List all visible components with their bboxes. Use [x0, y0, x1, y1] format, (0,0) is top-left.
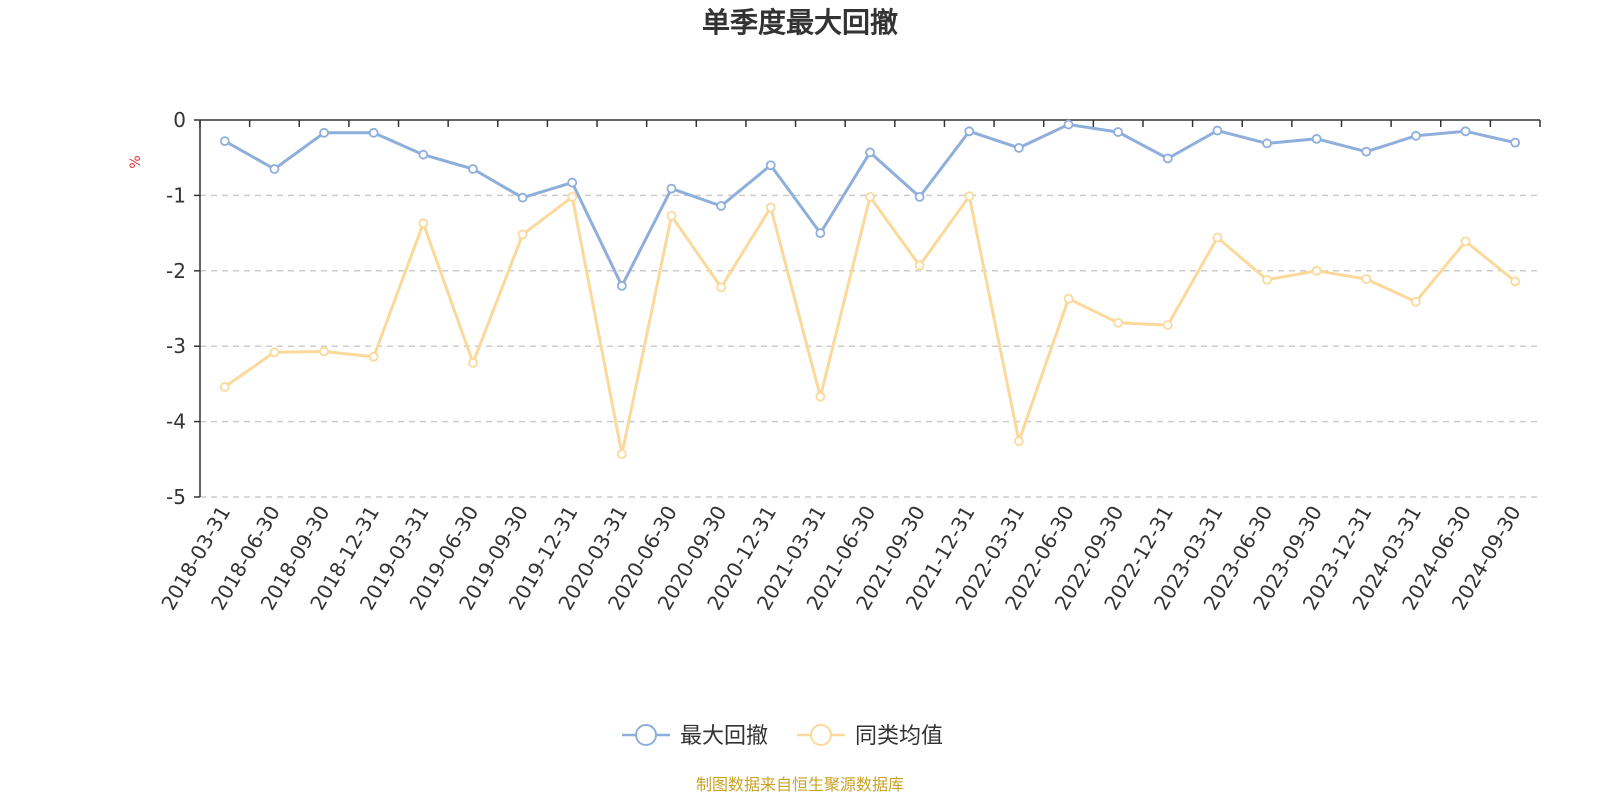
data-point: [567, 192, 578, 202]
data-point: [1212, 125, 1223, 136]
chart-title: 单季度最大回撤: [702, 6, 898, 39]
data-point: [1212, 232, 1223, 243]
data-point: [815, 228, 826, 239]
data-point: [1460, 236, 1471, 247]
data-point: [1510, 276, 1521, 287]
y-tick-label: -3: [166, 334, 186, 358]
data-point: [1411, 130, 1421, 141]
data-point: [666, 210, 677, 221]
data-point: [1063, 293, 1074, 304]
data-point: [219, 382, 230, 392]
data-point: [914, 192, 925, 202]
data-point: [1162, 153, 1173, 164]
data-point: [1460, 126, 1471, 137]
legend-item-1[interactable]: 最大回撤: [622, 724, 768, 749]
legend-label: 同类均值: [855, 724, 943, 749]
data-point: [1013, 142, 1024, 153]
y-tick-label: 0: [173, 108, 186, 132]
data-point: [468, 357, 478, 368]
data-point: [1013, 436, 1024, 447]
data-point: [1311, 265, 1322, 276]
data-point: [1113, 317, 1124, 328]
legend-marker-icon: [810, 724, 832, 746]
legend-item-2[interactable]: 同类均值: [797, 724, 943, 749]
data-point: [319, 346, 329, 357]
legend-marker-icon: [635, 724, 657, 746]
series-line: [223, 194, 1517, 456]
data-point: [964, 126, 975, 137]
data-point: [1411, 296, 1421, 307]
data-point: [964, 191, 975, 202]
data-point: [567, 177, 578, 188]
data-point: [269, 164, 280, 174]
data-point: [914, 260, 925, 271]
legend-label: 最大回撤: [680, 724, 768, 749]
data-point: [616, 449, 627, 459]
data-point: [1063, 119, 1074, 130]
data-point: [716, 201, 727, 211]
data-point: [368, 351, 379, 362]
y-tick-label: -1: [166, 183, 186, 207]
axes: [194, 119, 1541, 498]
y-tick-label: -4: [166, 410, 186, 434]
data-point: [1262, 274, 1272, 285]
data-point: [1361, 274, 1372, 284]
series-1: [219, 119, 1521, 291]
series-2: [219, 191, 1521, 459]
data-point: [1113, 127, 1124, 137]
data-point: [517, 192, 528, 203]
data-point: [666, 183, 677, 194]
data-point: [865, 147, 875, 158]
data-point: [517, 229, 528, 240]
x-axis-ticks: 2018-03-312018-06-302018-09-302018-12-31…: [156, 502, 1525, 615]
data-point: [418, 218, 429, 229]
series-lines: [219, 119, 1521, 459]
data-source-note: 制图数据来自恒生聚源数据库: [696, 775, 904, 794]
data-point: [1162, 320, 1173, 330]
data-point: [815, 391, 826, 402]
y-axis-unit: %: [128, 155, 144, 168]
data-point: [269, 347, 280, 358]
data-point: [1311, 133, 1322, 144]
data-point: [765, 160, 776, 171]
legend[interactable]: 最大回撤 同类均值: [622, 724, 943, 749]
y-tick-label: -5: [166, 485, 186, 509]
data-point: [468, 164, 478, 174]
data-point: [616, 280, 627, 291]
data-point: [765, 202, 776, 213]
data-point: [1361, 146, 1372, 157]
data-point: [865, 192, 875, 202]
grid-lines: [200, 194, 1540, 498]
data-point: [418, 149, 429, 160]
data-point: [368, 127, 379, 138]
data-point: [716, 282, 727, 293]
data-point: [319, 127, 329, 138]
y-tick-label: -2: [166, 259, 186, 283]
y-axis-ticks: 0 -1 -2 -3 -4 -5: [166, 108, 186, 509]
data-point: [1510, 137, 1521, 148]
data-point: [219, 136, 230, 147]
data-point: [1262, 138, 1272, 149]
